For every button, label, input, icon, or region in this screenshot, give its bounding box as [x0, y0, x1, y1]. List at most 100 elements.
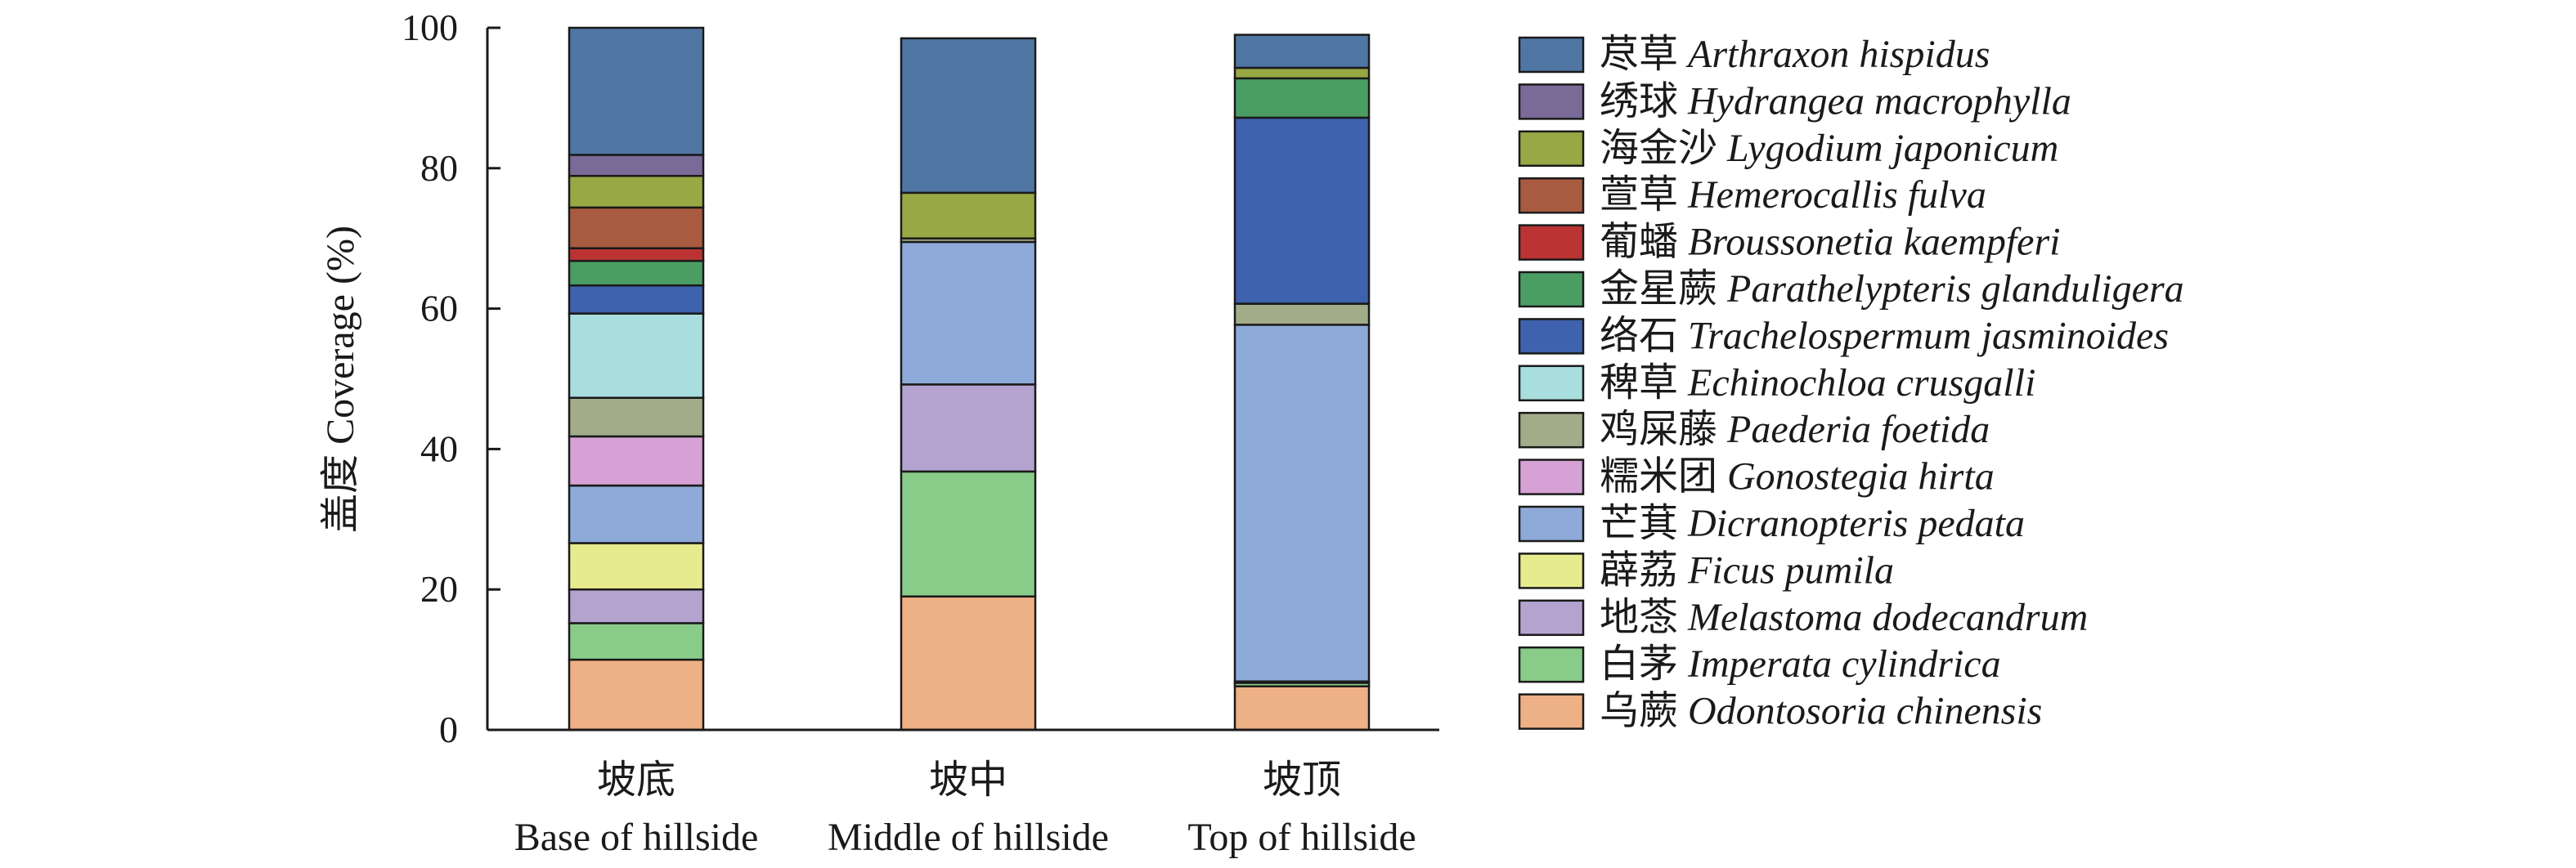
- axes: [486, 28, 1439, 732]
- x-category-label-en: Base of hillside: [514, 816, 759, 859]
- y-tick-label: 40: [420, 427, 458, 469]
- x-category-label-zh: 坡底: [597, 758, 675, 802]
- x-category-label-zh: 坡顶: [1263, 758, 1341, 802]
- legend-entry: 绣球 Hydrangea macrophylla: [1600, 79, 2071, 123]
- legend-swatch: [1518, 505, 1585, 543]
- bar-segment: [568, 435, 705, 487]
- y-ticks: 0 20 40 60 80 100: [402, 7, 500, 750]
- legend-label-latin: Trachelospermum jasminoides: [1688, 314, 2169, 357]
- y-tick-label: 20: [420, 568, 458, 610]
- legend-swatch: [1518, 271, 1585, 308]
- legend-label-zh: 乌蕨: [1600, 690, 1688, 733]
- legend-label-zh: 鸡屎藤: [1600, 408, 1727, 451]
- x-category-labels: 坡底 Base of hillside 坡中 Middle of hillside 坡顶…: [514, 758, 1416, 859]
- bar-segment: [568, 542, 705, 591]
- legend-label-zh: 白茅: [1600, 642, 1688, 686]
- bar-segment: [568, 247, 705, 262]
- bar-segment: [568, 658, 705, 732]
- legend-entry: 海金沙 Lygodium japonicum: [1600, 127, 2058, 170]
- x-category-label-en: Top of hillside: [1187, 816, 1416, 859]
- legend-label-zh: 糯米团: [1600, 455, 1727, 499]
- legend-label-zh: 稗草: [1600, 361, 1688, 405]
- legend-entry: 金星蕨 Parathelypteris glanduligera: [1600, 267, 2184, 311]
- bar-segment: [568, 259, 705, 287]
- legend-label-zh: 地菍: [1600, 596, 1688, 639]
- legend-swatch: [1518, 599, 1585, 637]
- legend-label-latin: Imperata cylindrica: [1687, 642, 2001, 686]
- y-tick-label: 60: [420, 288, 458, 329]
- legend-label-zh: 荩草: [1600, 33, 1688, 76]
- legend-entry: 芒萁 Dicranopteris pedata: [1600, 502, 2025, 545]
- bar-segment: [900, 37, 1037, 195]
- legend-label-zh: 绣球: [1600, 79, 1688, 123]
- bar-segment: [568, 206, 705, 249]
- bar-segment: [568, 26, 705, 156]
- legend-label-latin: Hemerocallis fulva: [1687, 173, 1986, 217]
- legend-swatch: [1518, 459, 1585, 495]
- legend-label-zh: 萱草: [1600, 173, 1688, 217]
- legend-entry: 络石 Trachelospermum jasminoides: [1600, 314, 2169, 357]
- legend-entry: 乌蕨 Odontosoria chinensis: [1600, 690, 2042, 733]
- bar-segment: [568, 484, 705, 544]
- bar-segment: [568, 284, 705, 315]
- y-tick-label: 80: [420, 147, 458, 189]
- legend-swatch: [1518, 553, 1585, 589]
- legend-label-latin: Broussonetia kaempferi: [1688, 221, 2060, 264]
- legend-swatch: [1518, 130, 1585, 168]
- legend-label-zh: 络石: [1600, 314, 1688, 357]
- legend-label-latin: Hydrangea macrophylla: [1687, 79, 2071, 123]
- bar-segment: [900, 470, 1037, 598]
- x-category-label-zh: 坡中: [929, 758, 1008, 802]
- legend-swatch: [1518, 177, 1585, 214]
- legend-label-latin: Melastoma dodecandrum: [1687, 596, 2088, 639]
- y-tick-label: 100: [402, 7, 458, 48]
- bar-segment: [900, 595, 1037, 732]
- bar-segment: [900, 240, 1037, 386]
- legend-label-latin: Odontosoria chinensis: [1688, 690, 2042, 733]
- legend-swatch: [1518, 318, 1585, 355]
- legend-swatch: [1518, 411, 1585, 449]
- legend-label-zh: 金星蕨: [1600, 267, 1727, 311]
- legend-label-latin: Parathelypteris glanduligera: [1726, 267, 2184, 311]
- bar-segment: [1233, 77, 1371, 119]
- legend-label-zh: 芒萁: [1600, 502, 1688, 545]
- bar-segment: [900, 191, 1037, 239]
- legend-label-latin: Ficus pumila: [1687, 548, 1894, 592]
- bar-segment: [568, 622, 705, 661]
- legend-swatch: [1518, 224, 1585, 261]
- legend-swatch: [1518, 693, 1585, 730]
- legend-entry: 荩草 Arthraxon hispidus: [1600, 33, 1990, 76]
- bar-segment: [1233, 324, 1371, 682]
- bar-segment: [900, 383, 1037, 473]
- bar-segment: [568, 154, 705, 177]
- bar-segment: [1233, 685, 1371, 732]
- legend-swatch: [1518, 646, 1585, 683]
- legend-label-latin: Dicranopteris pedata: [1687, 502, 2025, 545]
- legend-label-zh: 海金沙: [1600, 127, 1727, 170]
- bar-segment: [1233, 66, 1371, 80]
- legend-label-zh: 葡蟠: [1600, 221, 1688, 264]
- y-axis-title: 盖度 Coverage (%): [319, 226, 362, 533]
- bar-segment: [568, 174, 705, 209]
- legend-entry: 地菍 Melastoma dodecandrum: [1600, 596, 2088, 639]
- legend-swatch: [1518, 36, 1585, 74]
- legend-entry: 白茅 Imperata cylindrica: [1600, 642, 2001, 686]
- legend-label-latin: Arthraxon hispidus: [1685, 33, 1990, 76]
- legend-entry: 萱草 Hemerocallis fulva: [1600, 173, 1986, 217]
- legend-label-latin: Paederia foetida: [1726, 408, 1990, 451]
- bar-segment: [1233, 302, 1371, 326]
- x-category-label-en: Middle of hillside: [828, 816, 1109, 859]
- legend-entry: 鸡屎藤 Paederia foetida: [1600, 408, 1990, 451]
- y-tick-label: 0: [439, 709, 458, 750]
- legend-label-zh: 薜荔: [1600, 548, 1688, 592]
- legend-entry: 稗草 Echinochloa crusgalli: [1600, 361, 2035, 405]
- bar-segment: [568, 588, 705, 624]
- bar-segment: [568, 396, 705, 438]
- bar-segment: [568, 312, 705, 399]
- bar-segment: [1233, 116, 1371, 305]
- legend-entry: 葡蟠 Broussonetia kaempferi: [1600, 221, 2061, 264]
- legend-entry: 薜荔 Ficus pumila: [1600, 548, 1894, 592]
- legend-swatch: [1518, 365, 1585, 402]
- legend-label-latin: Gonostegia hirta: [1727, 455, 1995, 499]
